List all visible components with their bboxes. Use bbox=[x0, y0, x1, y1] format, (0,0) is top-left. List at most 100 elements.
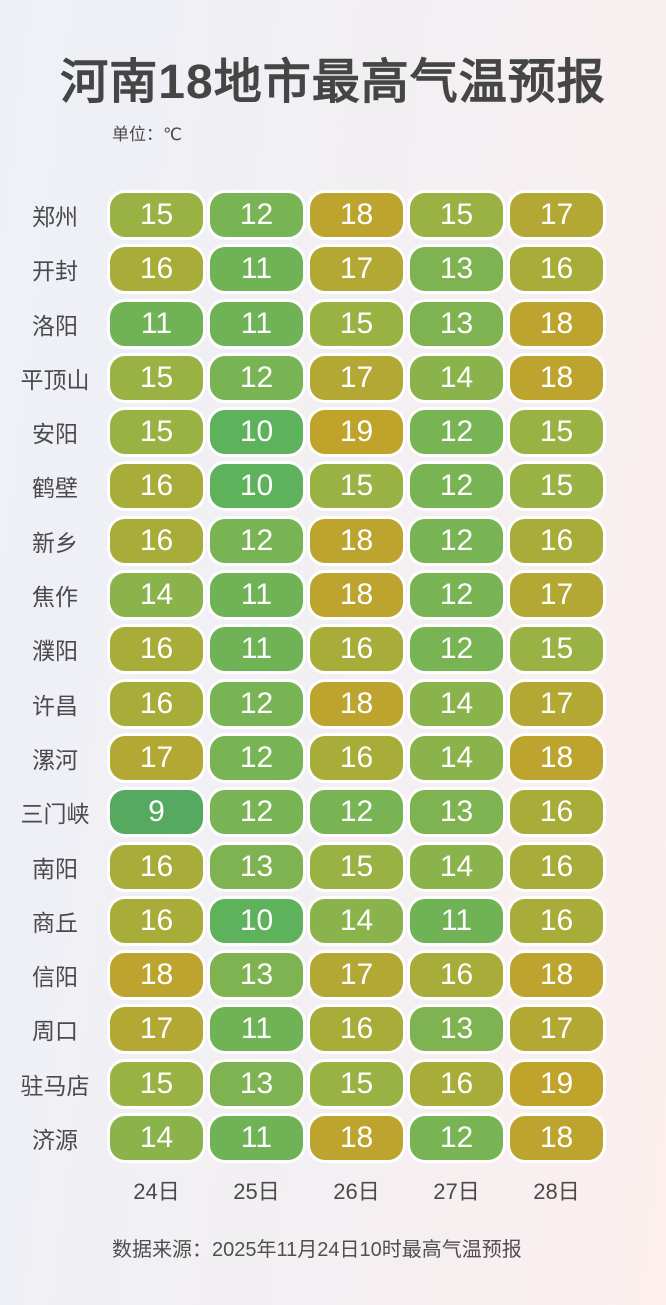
temp-cell: 10 bbox=[210, 410, 303, 455]
temp-cell: 12 bbox=[210, 518, 303, 563]
row-cells: 15 10 19 12 15 bbox=[110, 410, 666, 455]
row-cells: 14 11 18 12 17 bbox=[110, 573, 666, 618]
data-source-note: 数据来源：2025年11月24日10时最高气温预报 bbox=[112, 1239, 522, 1261]
temp-cell: 12 bbox=[410, 573, 503, 618]
city-label: 鹤壁 bbox=[32, 475, 78, 502]
temp-cell: 14 bbox=[310, 898, 403, 943]
table-row: 南阳 16 13 15 14 16 bbox=[0, 844, 666, 889]
city-label: 开封 bbox=[32, 258, 78, 285]
row-cells: 17 12 16 14 18 bbox=[110, 735, 666, 780]
temp-cell: 13 bbox=[210, 953, 303, 998]
unit-label: 单位：℃ bbox=[112, 125, 183, 144]
temp-cell: 13 bbox=[410, 247, 503, 292]
city-label: 新乡 bbox=[32, 529, 78, 556]
temp-cell: 13 bbox=[210, 1061, 303, 1106]
city-label: 平顶山 bbox=[20, 366, 90, 393]
city-label: 三门峡 bbox=[20, 801, 90, 828]
date-label: 28日 bbox=[533, 1179, 580, 1204]
temp-cell: 17 bbox=[310, 247, 403, 292]
temp-cell: 17 bbox=[510, 573, 603, 618]
temp-cell: 11 bbox=[410, 898, 503, 943]
temp-cell: 16 bbox=[110, 844, 203, 889]
temp-cell: 15 bbox=[510, 627, 603, 672]
temp-cell: 12 bbox=[410, 1116, 503, 1161]
table-row: 安阳 15 10 19 12 15 bbox=[0, 410, 666, 455]
page-title: 河南18地市最高气温预报 bbox=[60, 56, 606, 109]
temp-cell: 17 bbox=[510, 193, 603, 237]
table-row: 许昌 16 12 18 14 17 bbox=[0, 681, 666, 726]
temp-cell: 16 bbox=[410, 1061, 503, 1106]
temp-cell: 17 bbox=[110, 735, 203, 780]
city-label: 洛阳 bbox=[32, 312, 78, 339]
temp-cell: 11 bbox=[110, 301, 203, 346]
temp-cell: 18 bbox=[510, 953, 603, 998]
table-row: 鹤壁 16 10 15 12 15 bbox=[0, 464, 666, 509]
table-row: 济源 14 11 18 12 18 bbox=[0, 1116, 666, 1161]
table-row: 平顶山 15 12 17 14 18 bbox=[0, 355, 666, 400]
row-cells: 16 13 15 14 16 bbox=[110, 844, 666, 889]
temp-cell: 16 bbox=[110, 898, 203, 943]
temp-cell: 16 bbox=[310, 627, 403, 672]
temp-cell: 15 bbox=[110, 193, 203, 237]
temp-cell: 15 bbox=[410, 193, 503, 237]
row-cells: 15 13 15 16 19 bbox=[110, 1061, 666, 1106]
temp-cell: 18 bbox=[510, 301, 603, 346]
row-cells: 11 11 15 13 18 bbox=[110, 301, 666, 346]
temp-cell: 9 bbox=[110, 790, 203, 835]
temp-cell: 18 bbox=[310, 193, 403, 237]
temp-cell: 15 bbox=[110, 1061, 203, 1106]
table-row: 周口 17 11 16 13 17 bbox=[0, 1007, 666, 1052]
temp-cell: 10 bbox=[210, 464, 303, 509]
temp-cell: 14 bbox=[410, 681, 503, 726]
temp-cell: 18 bbox=[310, 518, 403, 563]
table-row: 三门峡 9 12 12 13 16 bbox=[0, 790, 666, 835]
temp-cell: 16 bbox=[510, 247, 603, 292]
temp-cell: 18 bbox=[510, 355, 603, 400]
temp-cell: 13 bbox=[410, 790, 503, 835]
temp-cell: 16 bbox=[510, 844, 603, 889]
temp-cell: 16 bbox=[310, 1007, 403, 1052]
temp-cell: 14 bbox=[110, 1116, 203, 1161]
row-cells: 15 12 18 15 17 bbox=[110, 193, 666, 237]
row-cells: 16 10 15 12 15 bbox=[110, 464, 666, 509]
city-label: 濮阳 bbox=[32, 638, 78, 665]
temp-cell: 19 bbox=[310, 410, 403, 455]
city-label: 济源 bbox=[32, 1127, 78, 1154]
temp-cell: 14 bbox=[410, 735, 503, 780]
row-cells: 16 10 14 11 16 bbox=[110, 898, 666, 943]
temp-cell: 16 bbox=[110, 627, 203, 672]
temp-cell: 12 bbox=[310, 790, 403, 835]
city-label: 安阳 bbox=[32, 421, 78, 448]
row-cells: 16 12 18 14 17 bbox=[110, 681, 666, 726]
temp-cell: 11 bbox=[210, 627, 303, 672]
temp-cell: 15 bbox=[310, 301, 403, 346]
temp-cell: 16 bbox=[110, 247, 203, 292]
row-cells: 14 11 18 12 18 bbox=[110, 1116, 666, 1161]
table-row: 商丘 16 10 14 11 16 bbox=[0, 898, 666, 943]
temp-cell: 16 bbox=[510, 518, 603, 563]
temp-cell: 18 bbox=[110, 953, 203, 998]
date-label: 26日 bbox=[333, 1179, 380, 1204]
temp-cell: 12 bbox=[210, 681, 303, 726]
date-label: 24日 bbox=[133, 1179, 180, 1204]
temp-cell: 15 bbox=[110, 355, 203, 400]
temp-cell: 14 bbox=[110, 573, 203, 618]
row-cells: 18 13 17 16 18 bbox=[110, 953, 666, 998]
temp-cell: 11 bbox=[210, 1116, 303, 1161]
row-cells: 16 11 17 13 16 bbox=[110, 247, 666, 292]
table-row: 驻马店 15 13 15 16 19 bbox=[0, 1061, 666, 1106]
temp-cell: 12 bbox=[410, 410, 503, 455]
temp-cell: 12 bbox=[410, 464, 503, 509]
temp-cell: 12 bbox=[410, 627, 503, 672]
temp-cell: 12 bbox=[210, 193, 303, 237]
temp-cell: 15 bbox=[310, 844, 403, 889]
temp-cell: 16 bbox=[110, 518, 203, 563]
temp-cell: 15 bbox=[510, 410, 603, 455]
temp-cell: 16 bbox=[310, 735, 403, 780]
temp-cell: 17 bbox=[510, 681, 603, 726]
temp-cell: 11 bbox=[210, 573, 303, 618]
temp-cell: 13 bbox=[410, 1007, 503, 1052]
city-label: 驻马店 bbox=[20, 1072, 90, 1099]
temp-cell: 15 bbox=[510, 464, 603, 509]
